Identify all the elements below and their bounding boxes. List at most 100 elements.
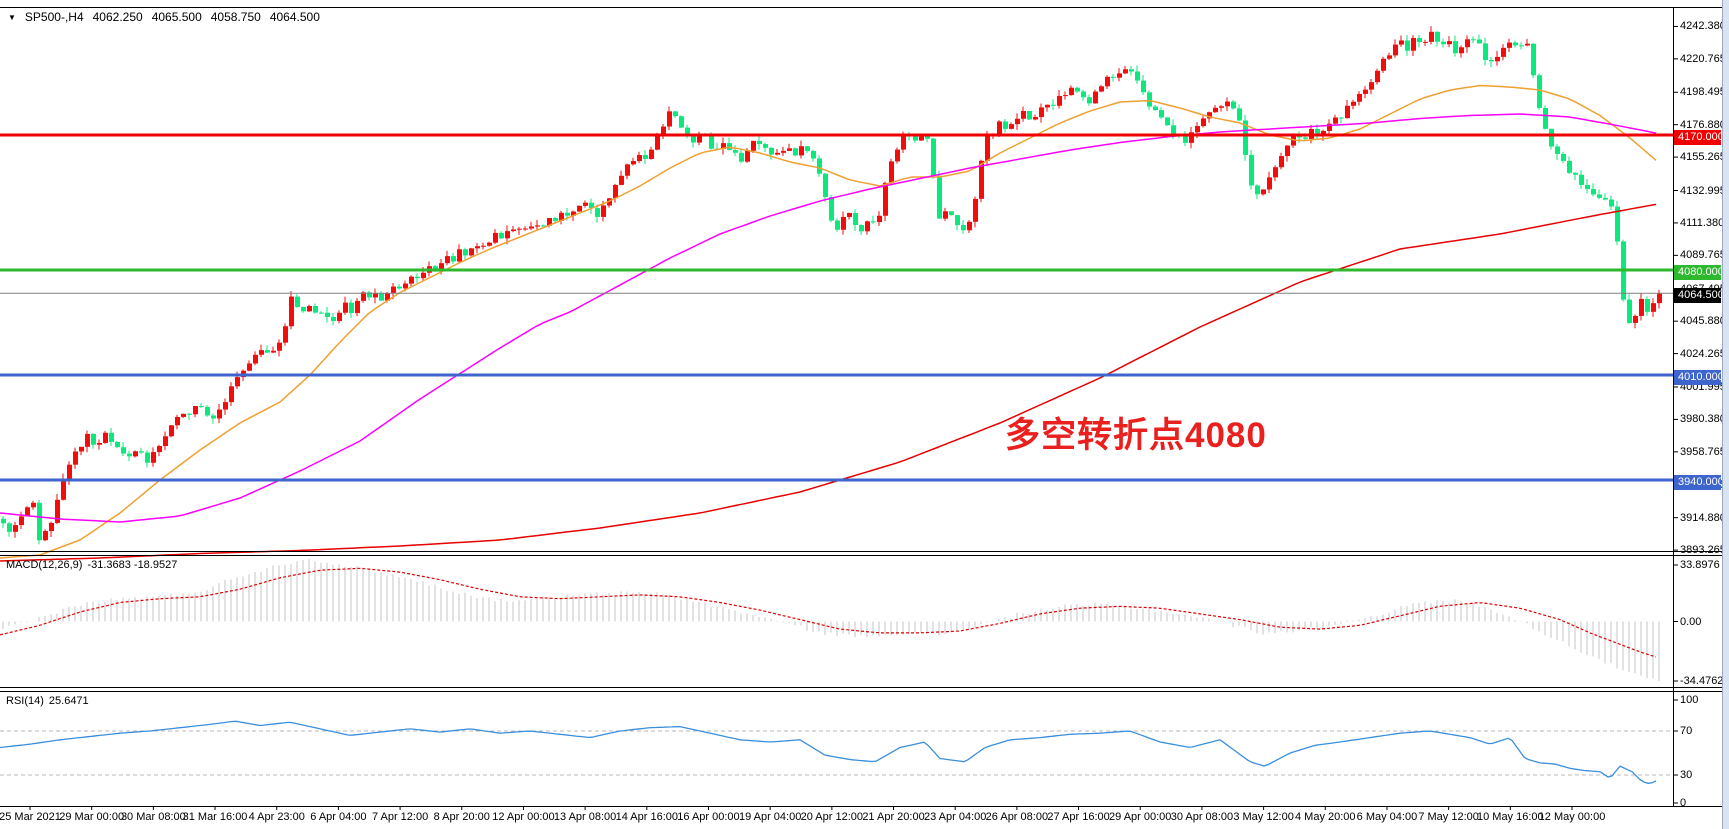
time-axis-label: 14 Apr 16:00: [615, 811, 678, 823]
candle-body: [667, 111, 672, 127]
candle-body: [1, 518, 6, 524]
candle-body: [379, 293, 384, 301]
candle-body: [841, 216, 846, 230]
candle-body: [901, 135, 906, 150]
candle-body: [553, 218, 558, 221]
price-level-badge-4080.000: 4080.000: [1674, 264, 1724, 280]
candle-body: [439, 263, 444, 272]
candle-body: [79, 446, 84, 452]
candle-body: [115, 441, 120, 448]
candle-body: [1141, 80, 1146, 93]
candle-body: [1579, 174, 1584, 185]
candle-body: [1537, 75, 1542, 108]
symbol-dropdown-icon[interactable]: ▼: [8, 12, 16, 22]
time-axis-label: 19 Apr 04:00: [738, 811, 802, 823]
candle-body: [385, 293, 390, 301]
candle-body: [1345, 105, 1350, 119]
candle-body: [1315, 128, 1320, 136]
candle-body: [589, 202, 594, 209]
candle-body: [811, 150, 816, 159]
price-level-badge-4170.000: 4170.000: [1674, 129, 1724, 145]
candle-body: [889, 161, 894, 183]
candle-body: [1087, 97, 1092, 104]
price-axis-label: 4045.880: [1680, 315, 1726, 328]
candle-body: [643, 154, 648, 159]
candle-body: [1081, 91, 1086, 98]
price-axis-label: 3893.265: [1680, 544, 1726, 557]
annotation-text[interactable]: 多空转折点4080: [1005, 416, 1267, 455]
candle-body: [1285, 145, 1290, 157]
candle-body: [853, 213, 858, 226]
candle-body: [817, 158, 822, 174]
candle-body: [1465, 39, 1470, 48]
candle-body: [61, 478, 66, 500]
candle-body: [1225, 101, 1230, 107]
candle-body: [1255, 185, 1260, 195]
candle-body: [1021, 110, 1026, 119]
candle-body: [1099, 86, 1104, 92]
candle-body: [979, 160, 984, 199]
candle-body: [943, 211, 948, 219]
candle-body: [1207, 112, 1212, 119]
rsi-value: 25.6471: [48, 695, 89, 707]
macd-histogram: [2, 558, 1660, 682]
candle-body: [1267, 177, 1272, 190]
rsi-indicator-label: RSI(14) 25.6471: [6, 695, 94, 707]
candle-body: [805, 146, 810, 151]
candle-body: [73, 451, 78, 465]
candle-body: [1441, 41, 1446, 45]
time-axis-label: 4 Apr 23:00: [248, 811, 305, 823]
candle-body: [163, 436, 168, 447]
candle-body: [691, 134, 696, 143]
macd-values: -31.3683 -18.9527: [87, 559, 178, 571]
candle-body: [145, 452, 150, 463]
candle-body: [505, 231, 510, 239]
rsi-line: [0, 720, 1657, 784]
candle-body: [859, 225, 864, 232]
candle-body: [679, 116, 684, 128]
candle-body: [1639, 299, 1644, 316]
candle-body: [727, 143, 732, 151]
candle-body: [1489, 60, 1494, 62]
candle-body: [709, 135, 714, 149]
candle-body: [913, 135, 918, 141]
candle-body: [373, 293, 378, 298]
candle-body: [1399, 40, 1404, 45]
candle-body: [37, 502, 42, 541]
candle-body: [445, 256, 450, 264]
candle-body: [649, 149, 654, 159]
candle-body: [121, 447, 126, 454]
time-axis-label: 30 Mar 08:00: [120, 811, 186, 823]
quote-close: 4064.500: [269, 10, 320, 24]
rsi-name: RSI(14): [6, 695, 44, 707]
candle-body: [1411, 37, 1416, 51]
candle-body: [823, 173, 828, 198]
candle-body: [973, 198, 978, 222]
candle-body: [109, 432, 114, 442]
candle-body: [1339, 117, 1344, 119]
candle-body: [91, 433, 96, 445]
candle-body: [223, 402, 228, 410]
candle-body: [523, 228, 528, 230]
candle-body: [1009, 124, 1014, 129]
candle-body: [535, 225, 540, 227]
candle-body: [43, 531, 48, 541]
ma-mid-magenta-line: [0, 113, 1657, 523]
candle-body: [409, 276, 414, 284]
candle-body: [403, 283, 408, 289]
candle-body: [1105, 76, 1110, 87]
candle-body: [757, 140, 762, 145]
time-axis-label: 7 May 12:00: [1418, 811, 1479, 823]
time-axis-label: 8 Apr 20:00: [433, 811, 490, 823]
rsi-axis-label: 100: [1680, 694, 1699, 706]
candle-body: [1543, 107, 1548, 129]
candle-body: [271, 350, 276, 353]
candle-body: [325, 312, 330, 317]
candle-body: [313, 305, 318, 313]
candle-body: [511, 229, 516, 232]
time-axis-label: 20 Apr 12:00: [800, 811, 864, 823]
time-axis-label: 13 Apr 08:00: [553, 811, 617, 823]
candle-body: [1471, 39, 1476, 41]
time-axis-label: 6 May 04:00: [1356, 811, 1418, 823]
